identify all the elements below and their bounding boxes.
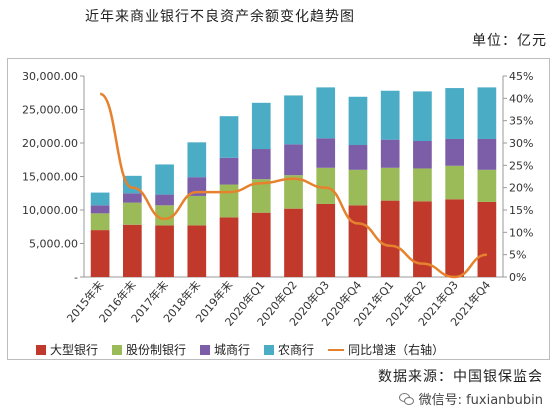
right-tick-label: 30% <box>509 137 533 150</box>
bar-segment <box>155 225 174 277</box>
right-tick-label: 40% <box>509 92 533 105</box>
bar-segment <box>445 88 465 139</box>
bar-segment <box>187 142 207 178</box>
bar-segment <box>477 138 497 170</box>
legend-item: 农商行 <box>264 341 314 358</box>
bar-segment <box>380 139 400 168</box>
bar-segment <box>380 90 400 140</box>
right-tick-label: 5% <box>509 249 526 262</box>
bar-segment <box>477 169 497 202</box>
bar-segment <box>122 224 142 277</box>
bar-segment <box>219 157 239 185</box>
bar-segment <box>251 179 271 213</box>
bar-segment <box>155 194 174 206</box>
bar-segment <box>316 87 336 139</box>
bar-segment <box>380 167 400 201</box>
right-tick-label: 35% <box>509 115 533 128</box>
wechat-id: 微信号: fuxianbubin <box>418 393 543 408</box>
left-tick-label: 10,000.00 <box>22 204 78 217</box>
legend-label: 同比增速（右轴） <box>348 343 445 357</box>
legend-swatch <box>200 344 211 355</box>
left-tick-label: 5,000.00 <box>29 238 78 251</box>
bar-segment <box>445 165 465 200</box>
data-source: 数据来源：中国银保监会 <box>378 369 543 385</box>
left-tick-label: 25,000.00 <box>22 104 78 117</box>
bar-segment <box>477 87 497 139</box>
bar-segment <box>477 201 497 277</box>
bar-segment <box>155 205 174 226</box>
legend-swatch <box>264 344 275 355</box>
bar-segment <box>284 95 303 145</box>
unit-label: 单位：亿元 <box>472 33 547 49</box>
bar-segment <box>90 230 110 277</box>
bar-segment <box>316 138 336 168</box>
bar-segment <box>187 225 207 277</box>
bar-segment <box>251 102 271 150</box>
bar-segment <box>90 205 110 214</box>
bar-segment <box>445 199 465 277</box>
right-tick-label: 0% <box>509 271 526 284</box>
bar-segment <box>348 96 368 146</box>
legend-line-swatch <box>328 348 345 351</box>
legend-item: 大型银行 <box>36 341 98 358</box>
left-tick-label: 15,000.00 <box>22 171 78 184</box>
wechat-watermark: 微信号: fuxianbubin <box>398 389 543 408</box>
growth-rate-line <box>99 92 488 279</box>
bar-segment <box>348 145 368 170</box>
bar-segment <box>284 208 303 277</box>
right-tick-label: 20% <box>509 182 533 195</box>
bar-segment <box>251 212 271 277</box>
bar-segment <box>316 167 336 204</box>
left-tick-label: 30,000.00 <box>22 70 78 83</box>
right-tick-label: 10% <box>509 226 533 239</box>
bar-segment <box>187 195 207 226</box>
bar-segment <box>380 200 400 277</box>
bar-segment <box>413 140 432 169</box>
left-tick-label: - <box>74 271 78 284</box>
bar-segment <box>284 175 303 209</box>
right-tick-label: 25% <box>509 159 533 172</box>
bar-segment <box>348 169 368 206</box>
legend-swatch <box>36 344 46 355</box>
legend-item: 城商行 <box>200 341 250 358</box>
chart-title: 近年来商业银行不良资产余额变化趋势图 <box>85 9 355 25</box>
bar-segment <box>445 138 465 166</box>
bar-segment <box>155 164 174 195</box>
bar-segment <box>219 116 239 158</box>
bar-segment <box>90 213 110 231</box>
bar-segment <box>122 193 142 203</box>
bar-segment <box>316 203 336 277</box>
plot-frame <box>7 58 550 360</box>
bar-segment <box>251 149 271 180</box>
bar-segment <box>219 217 239 277</box>
legend-item: 股份制银行 <box>112 341 186 358</box>
bar-segment <box>413 91 432 141</box>
bar-segment <box>219 184 239 218</box>
wechat-icon <box>398 392 415 406</box>
legend-label: 农商行 <box>278 343 315 357</box>
left-tick-label: 20,000.00 <box>22 137 78 150</box>
bar-segment <box>90 192 110 206</box>
legend-swatch <box>112 344 123 355</box>
bar-segment <box>122 202 142 225</box>
legend-item: 同比增速（右轴） <box>328 341 444 358</box>
legend-label: 股份制银行 <box>126 343 187 357</box>
legend-label: 大型银行 <box>50 343 99 357</box>
right-tick-label: 45% <box>509 70 533 83</box>
bar-segment <box>284 144 303 176</box>
legend-label: 城商行 <box>214 343 251 357</box>
bar-segment <box>348 205 368 277</box>
chart-legend: 大型银行 股份制银行 城商行 农商行 同比增速（右轴） <box>36 341 444 358</box>
bar-segment <box>413 168 432 202</box>
right-tick-label: 15% <box>509 204 533 217</box>
bar-segment <box>413 201 432 277</box>
